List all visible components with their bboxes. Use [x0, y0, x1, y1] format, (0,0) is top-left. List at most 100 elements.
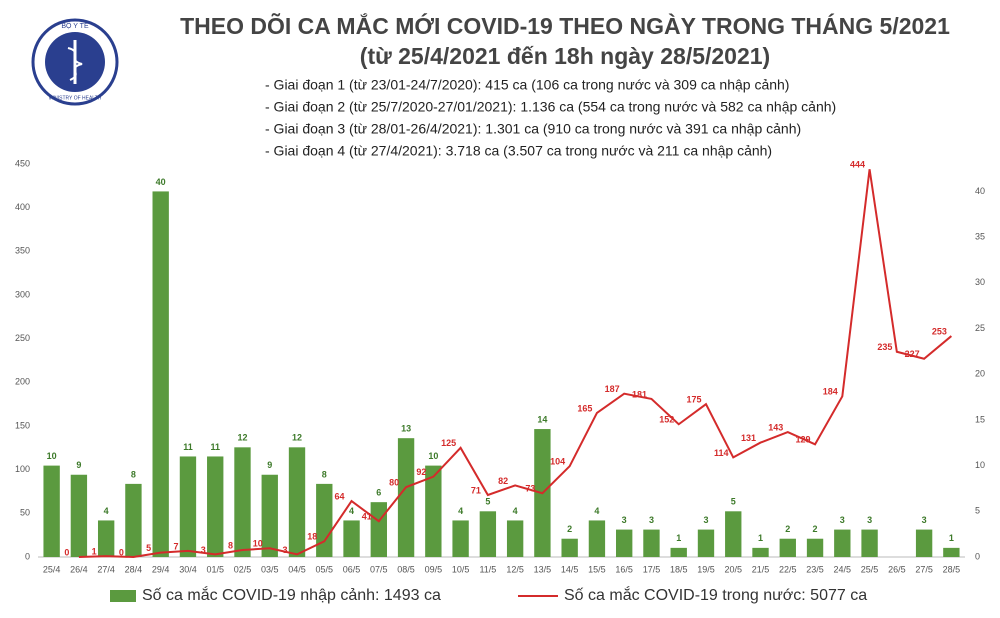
- x-tick-label: 05/5: [316, 564, 334, 574]
- bar-label: 8: [322, 469, 327, 479]
- line-label: 131: [741, 433, 756, 443]
- line: [78, 169, 953, 559]
- line-label: 227: [905, 349, 920, 359]
- bar-label: 3: [840, 515, 845, 525]
- x-tick-label: 04/5: [288, 564, 306, 574]
- bar: [725, 511, 742, 557]
- bar-label: 1: [758, 533, 763, 543]
- bar: [806, 538, 824, 557]
- bar: [234, 447, 251, 557]
- bar-label: 4: [104, 506, 109, 516]
- x-tick-label: 07/5: [370, 564, 388, 574]
- chart-subtitle: (từ 25/4/2021 đến 18h ngày 28/5/2021): [360, 43, 770, 69]
- line-label: 125: [441, 438, 456, 448]
- bar: [834, 529, 851, 557]
- y2-tick-label: 0: [975, 551, 980, 561]
- bar-label: 3: [867, 515, 872, 525]
- x-tick-label: 16/5: [615, 564, 633, 574]
- bar-label: 2: [785, 524, 790, 534]
- bar: [397, 438, 415, 557]
- bar-label: 12: [292, 433, 302, 443]
- x-tick-label: 24/5: [834, 564, 852, 574]
- bar: [343, 520, 360, 557]
- line-label: 1: [92, 547, 97, 557]
- x-tick-label: 25/5: [861, 564, 879, 574]
- line-label: 187: [605, 384, 620, 394]
- bar: [425, 465, 442, 557]
- bar-label: 4: [349, 506, 354, 516]
- bar: [316, 483, 333, 557]
- bar: [288, 447, 306, 557]
- logo-top: BỘ Y TẾ: [61, 20, 89, 30]
- bar: [506, 520, 524, 557]
- y-tick-label: 0: [25, 551, 30, 561]
- y2-tick-label: 20: [975, 369, 985, 379]
- bar-label: 4: [513, 506, 518, 516]
- line-label: 5: [146, 543, 151, 553]
- x-tick-label: 18/5: [670, 564, 688, 574]
- bar: [616, 529, 633, 557]
- x-tick-label: 28/4: [125, 564, 143, 574]
- bar: [670, 547, 687, 557]
- x-tick-label: 21/5: [752, 564, 770, 574]
- y2-tick-label: 5: [975, 506, 980, 516]
- bar: [125, 483, 142, 557]
- bar-label: 9: [267, 460, 272, 470]
- line-label: 181: [632, 389, 647, 399]
- y-tick-label: 200: [15, 377, 30, 387]
- line-label: 92: [416, 467, 426, 477]
- bar-label: 4: [458, 506, 463, 516]
- x-tick-label: 27/4: [97, 564, 115, 574]
- legend-swatch: [110, 590, 136, 602]
- y2-tick-label: 25: [975, 323, 985, 333]
- bar-label: 3: [922, 515, 927, 525]
- bar-label: 6: [376, 488, 381, 498]
- y-tick-label: 150: [15, 420, 30, 430]
- bar: [561, 538, 578, 557]
- bar: [179, 456, 197, 557]
- x-tick-label: 15/5: [588, 564, 606, 574]
- line-label: 18: [307, 532, 317, 542]
- line-label: 235: [877, 342, 892, 352]
- bar-label: 2: [567, 524, 572, 534]
- bar-label: 1: [949, 533, 954, 543]
- note: - Giai đoạn 2 (từ 25/7/2020-27/01/2021):…: [265, 99, 836, 115]
- bar-label: 10: [47, 451, 57, 461]
- x-tick-label: 01/5: [206, 564, 224, 574]
- note: - Giai đoạn 1 (từ 23/01-24/7/2020): 415 …: [265, 77, 789, 93]
- x-tick-label: 17/5: [643, 564, 661, 574]
- x-tick-label: 26/5: [888, 564, 906, 574]
- y2-tick-label: 35: [975, 231, 985, 241]
- x-tick-label: 23/5: [806, 564, 824, 574]
- bar: [943, 547, 960, 557]
- bar-label: 5: [485, 497, 490, 507]
- y-tick-label: 350: [15, 246, 30, 256]
- x-tick-label: 29/4: [152, 564, 170, 574]
- y-tick-label: 400: [15, 202, 30, 212]
- x-tick-label: 02/5: [234, 564, 252, 574]
- bar: [370, 502, 387, 557]
- x-tick-label: 28/5: [943, 564, 961, 574]
- bar-label: 5: [731, 497, 736, 507]
- y-tick-label: 100: [15, 464, 30, 474]
- y2-tick-label: 15: [975, 414, 985, 424]
- bar: [261, 474, 278, 557]
- bar-label: 11: [183, 442, 193, 452]
- line-label: 184: [823, 387, 838, 397]
- logo-bottom: MINISTRY OF HEALTH: [49, 95, 102, 101]
- line-label: 41: [362, 512, 372, 522]
- line-label: 143: [768, 422, 783, 432]
- x-tick-label: 13/5: [534, 564, 552, 574]
- y2-tick-label: 10: [975, 460, 985, 470]
- bar: [207, 456, 224, 557]
- bar-label: 4: [594, 506, 599, 516]
- line-label: 82: [498, 476, 508, 486]
- line-label: 104: [550, 457, 565, 467]
- x-tick-label: 22/5: [779, 564, 797, 574]
- x-tick-label: 12/5: [506, 564, 524, 574]
- x-tick-label: 20/5: [724, 564, 742, 574]
- bar-label: 3: [703, 515, 708, 525]
- note: - Giai đoạn 4 (từ 27/4/2021): 3.718 ca (…: [265, 143, 772, 159]
- bar: [588, 520, 606, 557]
- line-label: 8: [228, 540, 233, 550]
